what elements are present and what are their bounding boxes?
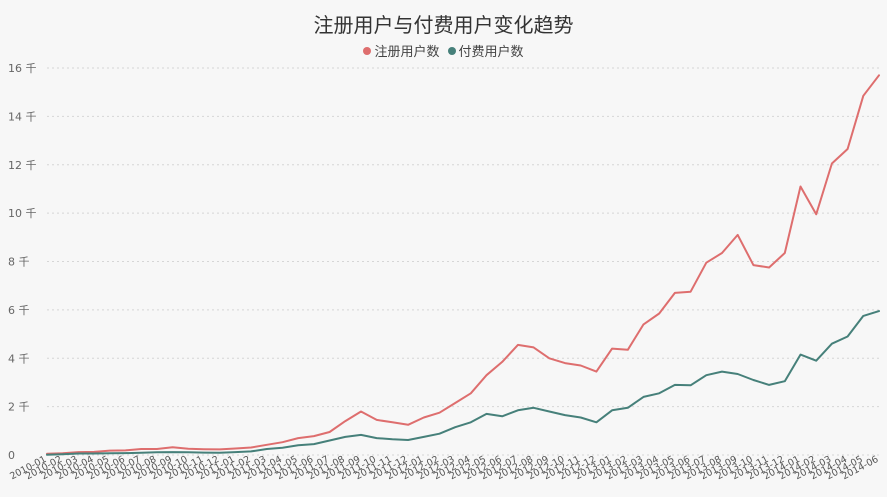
series-line-registered[interactable] (46, 74, 880, 455)
legend-item-registered[interactable]: 注册用户数 (363, 41, 440, 60)
y-tick-label: 8 千 (8, 256, 30, 269)
y-tick-label: 14 千 (8, 110, 37, 123)
chart-title: 注册用户与付费用户变化趋势 (313, 13, 574, 37)
legend-label-registered: 注册用户数 (374, 45, 440, 60)
y-tick-label: 6 千 (8, 304, 30, 317)
y-tick-label: 0 (8, 449, 15, 462)
series-line-paid[interactable] (46, 310, 880, 456)
y-tick-label: 4 千 (8, 352, 30, 365)
legend-label-paid: 付费用户数 (458, 45, 524, 60)
y-tick-label: 10 千 (8, 207, 37, 220)
legend-marker-paid (447, 46, 456, 55)
y-tick-label: 2 千 (8, 401, 30, 414)
legend-marker-registered (363, 46, 372, 55)
y-tick-label: 12 千 (8, 159, 37, 172)
y-tick-label: 16 千 (8, 62, 37, 75)
legend: 注册用户数 付费用户数 (0, 41, 887, 60)
legend-item-paid[interactable]: 付费用户数 (447, 41, 524, 60)
